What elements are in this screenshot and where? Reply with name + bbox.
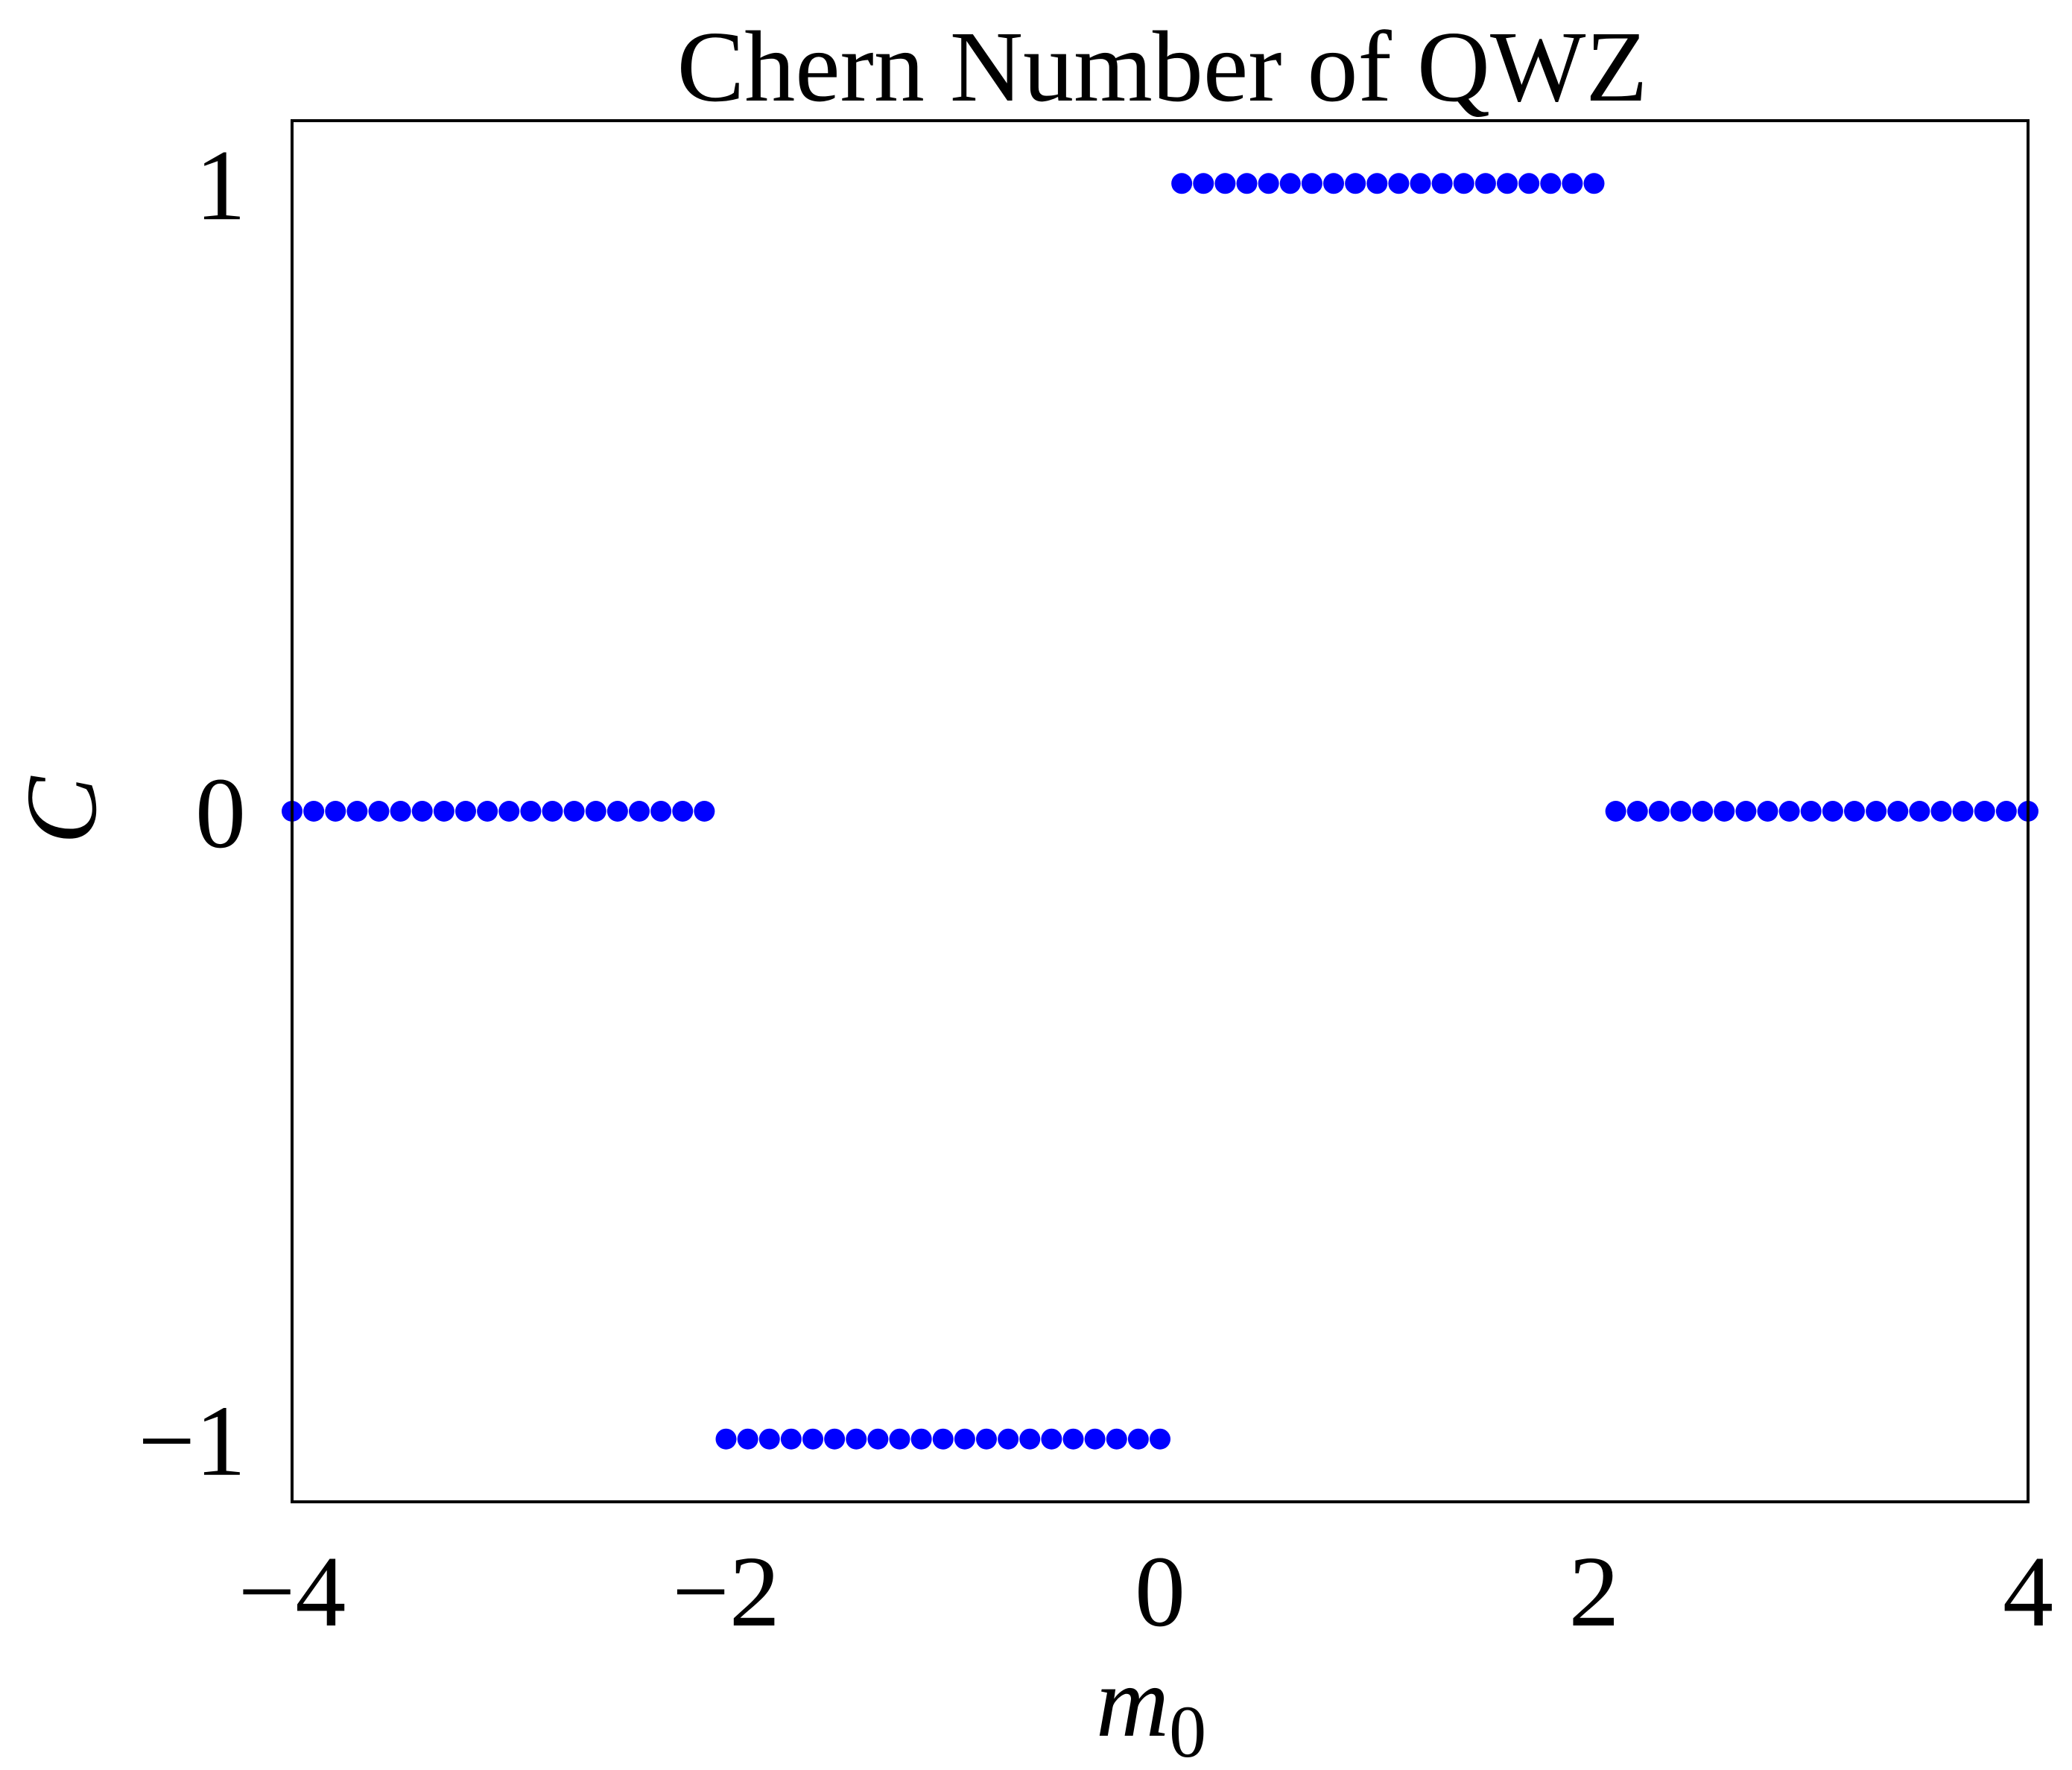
y-axis-label: C — [6, 775, 118, 844]
data-point — [1909, 801, 1930, 822]
data-point — [1605, 801, 1626, 822]
data-point — [694, 801, 715, 822]
x-tick-label: 4 — [2003, 1536, 2053, 1648]
data-point — [1562, 173, 1583, 194]
data-point — [1583, 173, 1605, 194]
data-point — [1670, 801, 1691, 822]
chart-title: Chern Number of QWZ — [677, 11, 1648, 123]
y-tick-label: 1 — [195, 130, 246, 241]
x-tick-labels: −4 −2 0 2 4 — [238, 1536, 2053, 1648]
data-point — [1388, 173, 1410, 194]
data-point — [976, 1428, 997, 1450]
data-point — [1193, 173, 1214, 194]
data-point — [1301, 173, 1322, 194]
data-point — [737, 1428, 758, 1450]
x-tick-label: 0 — [1135, 1536, 1185, 1648]
data-point — [867, 1428, 889, 1450]
data-point — [932, 1428, 954, 1450]
data-point — [325, 801, 346, 822]
data-point — [1822, 801, 1843, 822]
data-point — [1735, 801, 1757, 822]
data-point — [1041, 1428, 1062, 1450]
data-point — [1474, 173, 1496, 194]
data-point — [390, 801, 411, 822]
x-axis-label-subscript: 0 — [1169, 1690, 1206, 1770]
data-point — [563, 801, 585, 822]
data-point — [1497, 173, 1518, 194]
data-point — [998, 1428, 1019, 1450]
x-axis-label-main: m — [1096, 1646, 1169, 1758]
data-point — [780, 1428, 802, 1450]
data-point — [1995, 801, 2017, 822]
data-point — [824, 1428, 846, 1450]
data-point — [889, 1428, 910, 1450]
data-point — [1171, 173, 1193, 194]
data-point — [1692, 801, 1714, 822]
data-point — [520, 801, 542, 822]
data-point — [1214, 173, 1236, 194]
data-point — [1714, 801, 1735, 822]
data-point — [1150, 1428, 1170, 1450]
data-point — [1410, 173, 1431, 194]
x-tick-label: 2 — [1569, 1536, 1620, 1648]
data-point — [455, 801, 476, 822]
data-point — [802, 1428, 823, 1450]
data-point — [1062, 1428, 1084, 1450]
data-point — [411, 801, 433, 822]
data-point — [1431, 173, 1453, 194]
data-point — [1778, 801, 1800, 822]
data-point — [498, 801, 520, 822]
data-point — [650, 801, 672, 822]
data-point — [1453, 173, 1474, 194]
data-point — [1084, 1428, 1106, 1450]
data-point — [1866, 801, 1887, 822]
data-point — [1974, 801, 1995, 822]
data-point — [715, 1428, 737, 1450]
data-point — [1648, 801, 1670, 822]
y-tick-labels: −1 0 1 — [138, 130, 246, 1497]
data-point — [1106, 1428, 1127, 1450]
data-point — [1236, 173, 1258, 194]
data-point — [846, 1428, 867, 1450]
x-axis-label: m0 — [1096, 1646, 1206, 1770]
y-tick-label: −1 — [138, 1386, 246, 1497]
data-point — [1930, 801, 1952, 822]
scatter-points — [282, 173, 2038, 1450]
data-point — [368, 801, 390, 822]
data-point — [1952, 801, 1974, 822]
data-point — [1540, 173, 1562, 194]
data-point — [1279, 173, 1301, 194]
data-point — [1757, 801, 1778, 822]
data-point — [1887, 801, 1909, 822]
data-point — [303, 801, 325, 822]
data-point — [1626, 801, 1648, 822]
data-point — [346, 801, 368, 822]
data-point — [585, 801, 606, 822]
data-point — [1844, 801, 1865, 822]
data-point — [542, 801, 563, 822]
data-point — [672, 801, 694, 822]
data-point — [1366, 173, 1388, 194]
data-point — [1019, 1428, 1041, 1450]
data-point — [1518, 173, 1540, 194]
data-point — [954, 1428, 975, 1450]
plot-frame — [291, 119, 2030, 1503]
data-point — [1345, 173, 1366, 194]
data-point — [433, 801, 454, 822]
data-point — [606, 801, 628, 822]
data-point — [477, 801, 498, 822]
x-tick-label: −4 — [238, 1536, 346, 1648]
data-point — [1800, 801, 1822, 822]
y-tick-label: 0 — [195, 758, 246, 869]
x-tick-label: −2 — [672, 1536, 780, 1648]
data-point — [1127, 1428, 1149, 1450]
data-point — [1323, 173, 1344, 194]
data-point — [758, 1428, 780, 1450]
data-point — [629, 801, 650, 822]
data-point — [1258, 173, 1279, 194]
data-point — [910, 1428, 932, 1450]
